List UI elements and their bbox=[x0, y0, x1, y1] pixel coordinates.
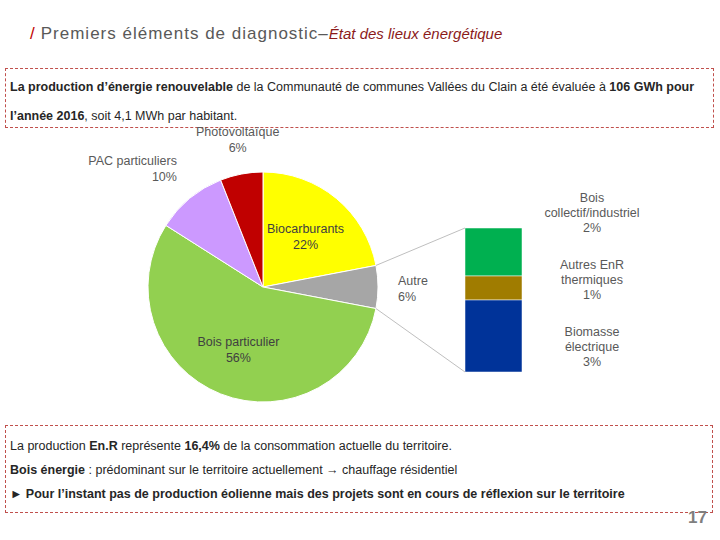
bar-labels: Boiscollectif/industriel2% Autres EnRther… bbox=[544, 191, 639, 369]
bar-series-label-line: électrique bbox=[565, 340, 619, 354]
pie-slice bbox=[221, 172, 263, 287]
pie-label: PAC particuliers bbox=[88, 154, 177, 168]
pie-value-label: 56% bbox=[226, 351, 251, 365]
note-line: La production En.R représente 16,4% de l… bbox=[10, 434, 708, 458]
text-run: ► Pour l’instant pas de production éolie… bbox=[10, 487, 625, 501]
text-run: En.R bbox=[89, 439, 117, 453]
page-number: 17 bbox=[688, 508, 707, 528]
bar-series-label: Biomasseélectrique bbox=[565, 325, 620, 354]
pie-value-label: 6% bbox=[229, 141, 247, 155]
header: / Premiers éléments de diagnostic–État de… bbox=[30, 24, 502, 44]
pie-label: Bois particulier bbox=[197, 335, 279, 349]
chart: Biocarburants 22% Autre 6% Bois particulier 5… bbox=[0, 0, 720, 540]
text-run: La production bbox=[10, 439, 89, 453]
bar-series-label-line: Bois bbox=[580, 191, 604, 205]
text-run: , soit 4,1 MWh par habitant. bbox=[84, 109, 237, 123]
note-line: Bois énergie : prédominant sur le territ… bbox=[10, 458, 708, 482]
pie-value-label: 22% bbox=[293, 238, 318, 252]
pie-labels: Biocarburants 22% Autre 6% Bois particulier 5… bbox=[88, 125, 428, 365]
bar-series-label-line: thermiques bbox=[561, 273, 623, 287]
bar-segment bbox=[465, 300, 522, 372]
text-run: : prédominant sur le territoire actuelle… bbox=[85, 463, 457, 477]
text-run: de la consommation actuelle du territoir… bbox=[220, 439, 452, 453]
note-line: ► Pour l’instant pas de production éolie… bbox=[10, 482, 708, 506]
text-run: 16,4% bbox=[184, 439, 219, 453]
header-subtitle: État des lieux énergétique bbox=[329, 25, 502, 42]
connector bbox=[376, 228, 465, 265]
header-title: Premiers éléments de diagnostic– bbox=[41, 24, 329, 43]
notes-box: La production En.R représente 16,4% de l… bbox=[5, 425, 713, 513]
bar-segment bbox=[465, 276, 522, 300]
pie-value-label: 6% bbox=[398, 290, 416, 304]
text-run: La production d’énergie renouvelable bbox=[10, 80, 233, 94]
intro-box: La production d’énergie renouvelable de … bbox=[5, 68, 714, 128]
pie-label: Biocarburants bbox=[267, 222, 344, 236]
pie-label: Autre bbox=[398, 274, 428, 288]
bar-series-label-line: Biomasse bbox=[565, 325, 620, 339]
bar-value-label: 3% bbox=[583, 355, 601, 369]
bar-value-label: 1% bbox=[583, 288, 601, 302]
bar-series-label: Boiscollectif/industriel bbox=[544, 191, 639, 220]
slide: / Premiers éléments de diagnostic–État de… bbox=[0, 0, 720, 540]
bar-series-label: Autres EnRthermiques bbox=[560, 258, 624, 287]
pie-label: Photovoltaïque bbox=[196, 125, 279, 139]
text-run: Bois énergie bbox=[10, 463, 85, 477]
pie bbox=[148, 172, 378, 402]
pie-value-label: 10% bbox=[152, 170, 177, 184]
bar-stack bbox=[465, 228, 522, 372]
bar-segment bbox=[465, 228, 522, 276]
text-run: représente bbox=[118, 439, 185, 453]
bar-series-label-line: Autres EnR bbox=[560, 258, 624, 272]
header-slash: / bbox=[30, 24, 35, 43]
connector bbox=[376, 309, 465, 372]
text-run: de la Communauté de communes Vallées du … bbox=[233, 80, 609, 94]
bar-value-label: 2% bbox=[583, 221, 601, 235]
bar-series-label-line: collectif/industriel bbox=[544, 206, 639, 220]
